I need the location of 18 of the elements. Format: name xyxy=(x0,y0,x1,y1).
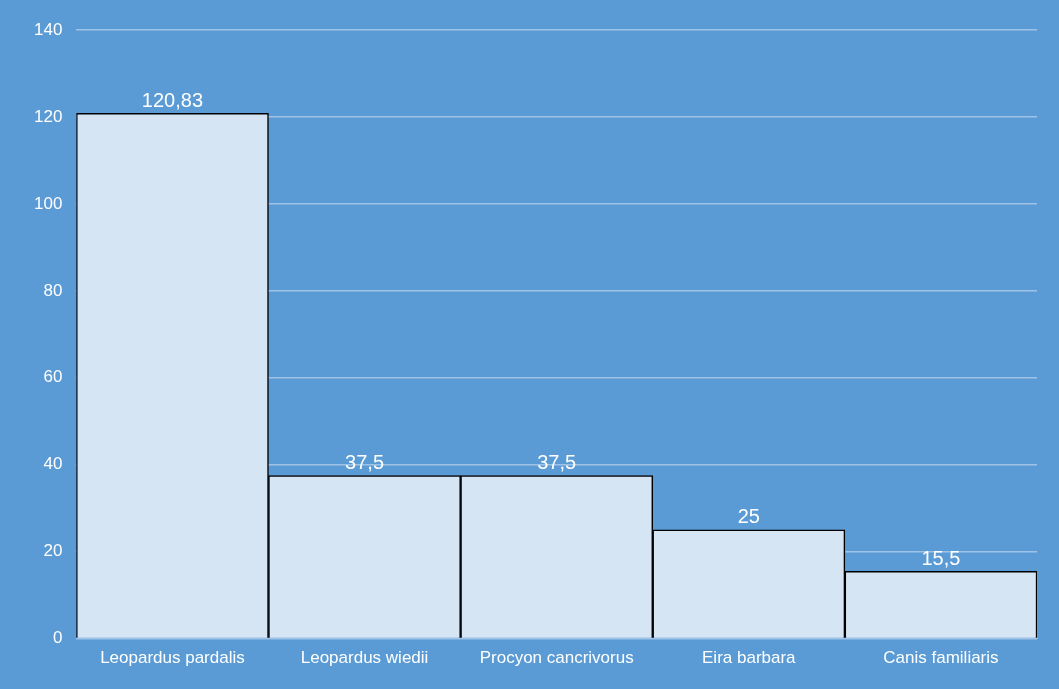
x-tick-label: Canis familiaris xyxy=(883,648,999,668)
y-tick-label: 120 xyxy=(33,106,63,126)
y-tick-label: 0 xyxy=(52,628,63,648)
y-tick-label: 100 xyxy=(33,193,63,213)
data-label: 25 xyxy=(737,505,760,528)
data-label: 37,5 xyxy=(537,451,577,474)
x-tick-label: Leopardus wiedii xyxy=(300,648,429,668)
x-tick-label: Leopardus pardalis xyxy=(100,648,245,668)
x-tick-label: Procyon cancrivorus xyxy=(479,648,634,668)
data-label: 120,83 xyxy=(141,88,204,111)
y-tick-label: 40 xyxy=(43,454,63,474)
x-tick-label: Eira barbara xyxy=(702,648,797,668)
data-label: 37,5 xyxy=(345,451,385,474)
y-tick-label: 80 xyxy=(43,280,63,300)
y-tick-label: 20 xyxy=(43,541,63,561)
y-tick-label: 140 xyxy=(33,19,63,39)
y-tick-label: 60 xyxy=(43,367,63,387)
data-label: 15,5 xyxy=(921,546,961,569)
